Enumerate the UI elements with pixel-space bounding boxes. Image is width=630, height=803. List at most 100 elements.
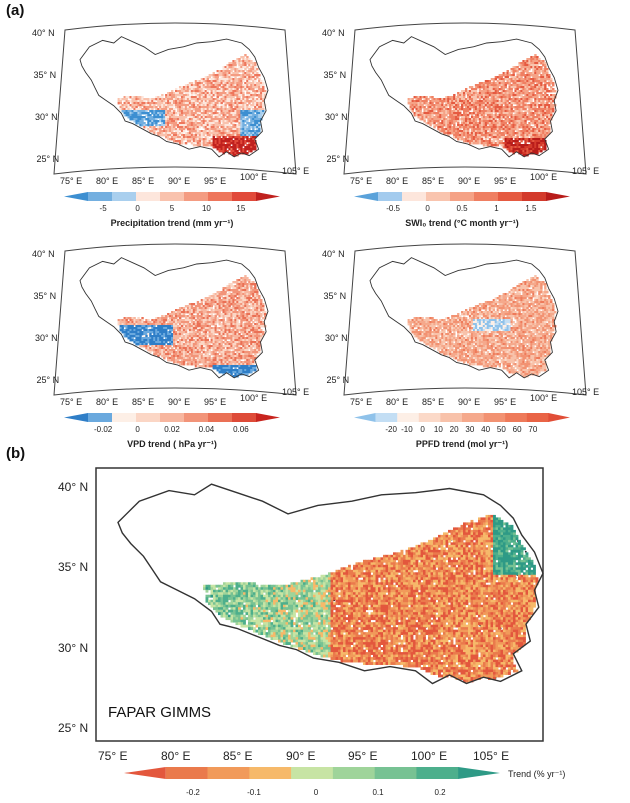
precip-outline: [79, 36, 269, 158]
precip-cell: [224, 146, 227, 149]
swi-cell: [449, 98, 452, 101]
vpd-cell: [127, 323, 130, 326]
precip-cell: [220, 72, 223, 75]
swi-cell: [548, 128, 551, 131]
swi-cell: [431, 102, 434, 105]
panel-a-label: (a): [6, 2, 25, 19]
precip-cell: [244, 64, 247, 67]
swi-cell: [451, 132, 454, 135]
vpd-cell: [226, 287, 229, 290]
swi-cell: [526, 86, 529, 89]
swi-cell: [459, 96, 462, 99]
vpd-cell: [133, 329, 136, 332]
vpd-cell: [220, 299, 223, 302]
precip-cell: [230, 68, 233, 71]
swi-cell: [508, 140, 511, 143]
swi-cell: [433, 120, 436, 123]
precip-cell: [204, 76, 208, 79]
vpd-cell: [174, 317, 178, 320]
vpd-cell: [202, 309, 206, 312]
vpd-cell: [176, 321, 180, 324]
precip-cell: [180, 140, 184, 143]
precip-cell: [222, 152, 225, 155]
precip-cell: [234, 152, 237, 155]
vpd-cell: [212, 295, 215, 298]
vpd-cell: [222, 287, 225, 290]
vpd-cell: [236, 289, 239, 292]
swi-cell: [526, 94, 529, 97]
swi-cell: [526, 72, 529, 75]
precip-cell: [228, 152, 231, 155]
swi-cell: [447, 116, 450, 119]
precip-cell: [133, 120, 136, 123]
vpd-cell: [188, 315, 192, 318]
precip-cell: [256, 94, 259, 97]
precip-cell: [210, 94, 213, 97]
vpd-cell: [232, 289, 235, 292]
swi-cell: [482, 126, 486, 129]
swi-cell: [496, 122, 500, 125]
swi-cell: [435, 100, 438, 103]
swi-cell: [538, 78, 541, 81]
vpd-cell: [218, 319, 221, 322]
precip-cell: [216, 72, 219, 75]
precip-cell: [220, 80, 223, 83]
swi-cell: [550, 114, 553, 117]
precip-cell: [131, 110, 134, 113]
precip-cell: [204, 128, 208, 131]
swi-cell: [508, 142, 511, 145]
precip-cell: [176, 90, 180, 93]
swi-cell: [445, 102, 448, 105]
vpd-cell: [143, 327, 146, 330]
vpd-cell: [248, 293, 251, 296]
swi-cell: [526, 64, 529, 67]
swi-cell: [528, 128, 531, 131]
precip-cell: [171, 136, 174, 139]
swi-cell: [447, 100, 450, 103]
swi-cell: [516, 140, 519, 143]
swi-cell: [534, 58, 537, 61]
precip-cell: [210, 134, 213, 137]
precip-cell: [238, 120, 241, 123]
precip-cell: [216, 106, 219, 109]
precip-cell: [236, 104, 239, 107]
swi-cell: [488, 128, 492, 131]
swi-cell: [530, 96, 533, 99]
swi-cell: [534, 68, 537, 71]
swi-cell: [536, 104, 539, 107]
swi-cell: [506, 126, 509, 129]
swi-cell: [506, 94, 509, 97]
swi-cell: [500, 126, 503, 129]
precip-cell: [230, 104, 233, 107]
swi-cell: [466, 118, 470, 121]
swi-cell: [514, 68, 517, 71]
precip-cell: [188, 82, 192, 85]
vpd-cell: [176, 309, 180, 312]
precip-cell: [153, 132, 156, 135]
precip-cell: [254, 92, 257, 95]
precip-cell: [214, 114, 217, 117]
swi-cell: [461, 134, 464, 137]
precip-cell: [250, 88, 253, 91]
swi-cell: [451, 116, 454, 119]
vpd-cell: [133, 327, 136, 330]
swi-cell: [470, 120, 474, 123]
precip-cell: [220, 116, 223, 119]
swi-cell: [437, 114, 440, 117]
vpd-cell: [139, 327, 142, 330]
swi-cell: [518, 94, 521, 97]
vpd-cell: [238, 291, 241, 294]
swi-cell: [455, 96, 458, 99]
vpd-cell: [256, 313, 259, 316]
precip-cell: [155, 122, 158, 125]
vpd-cell: [194, 321, 198, 324]
precip-cell: [200, 108, 204, 111]
swi-cell: [516, 136, 519, 139]
vpd-cell: [248, 327, 251, 330]
precip-cell: [186, 122, 190, 125]
precip-cell: [186, 92, 190, 95]
swi-cell: [536, 116, 539, 119]
precip-cell: [244, 78, 247, 81]
precip-cell: [240, 116, 243, 119]
swi-cell: [496, 102, 500, 105]
